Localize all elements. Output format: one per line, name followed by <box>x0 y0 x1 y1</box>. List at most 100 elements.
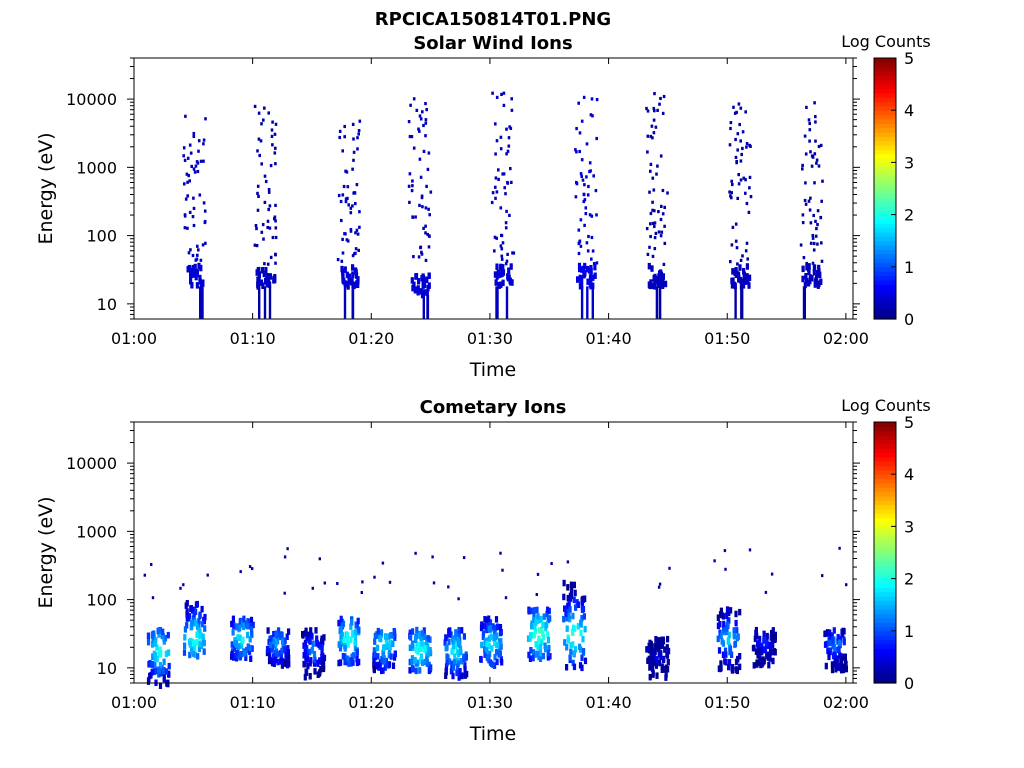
data-cell <box>411 215 415 219</box>
data-cell <box>412 281 416 289</box>
data-cell <box>566 602 570 610</box>
data-cell <box>342 636 346 643</box>
data-cell <box>191 650 195 657</box>
data-cell <box>186 194 189 198</box>
data-cell <box>319 658 323 665</box>
data-cell <box>347 660 351 667</box>
data-cell <box>660 230 664 234</box>
data-cell <box>768 655 772 662</box>
data-cell <box>351 286 354 319</box>
data-cell <box>196 253 199 257</box>
colorbar-segment <box>874 461 896 467</box>
data-cell <box>741 146 744 151</box>
data-cell <box>271 235 275 240</box>
data-cell <box>656 108 659 112</box>
data-cell <box>356 147 359 151</box>
data-cell <box>535 606 539 614</box>
data-cell <box>274 219 277 223</box>
data-cell <box>354 272 359 279</box>
data-cell <box>808 274 812 281</box>
colorbar-segment <box>874 548 896 554</box>
data-cell <box>500 233 504 238</box>
data-cell <box>580 119 584 123</box>
data-cell <box>389 653 393 660</box>
data-cell <box>505 259 509 263</box>
data-cell <box>265 281 269 288</box>
data-cell <box>389 632 393 639</box>
data-cell <box>534 619 538 627</box>
data-cell <box>185 172 189 176</box>
data-cell <box>409 103 412 107</box>
data-cell <box>566 560 570 564</box>
data-cell <box>748 274 752 282</box>
data-cell <box>581 635 585 643</box>
data-cell <box>499 551 502 555</box>
colorbar-segment <box>874 426 896 432</box>
data-cell <box>355 655 359 663</box>
data-cell <box>583 262 587 270</box>
data-cell <box>273 132 277 136</box>
data-cell <box>828 629 832 636</box>
data-cell <box>802 256 806 260</box>
data-cell <box>816 242 819 246</box>
data-cell <box>813 279 818 286</box>
data-cell <box>738 264 742 271</box>
colorbar-segment <box>874 136 896 142</box>
colorbar-segment <box>874 582 896 588</box>
x-tick-label: 01:40 <box>586 329 632 348</box>
data-cell <box>666 635 670 643</box>
data-cell <box>201 633 205 640</box>
data-cell <box>756 641 760 648</box>
data-cell <box>591 274 595 281</box>
data-cell <box>532 631 537 639</box>
data-cell <box>448 630 452 638</box>
data-cell <box>814 219 817 223</box>
data-cell <box>261 282 265 289</box>
data-cell <box>661 188 665 193</box>
data-cell <box>770 629 774 637</box>
data-cell <box>419 645 423 652</box>
colorbar-segment <box>874 613 896 619</box>
data-cell <box>354 251 357 255</box>
data-cell <box>159 650 163 658</box>
data-cell <box>411 179 414 183</box>
data-cell <box>204 117 207 121</box>
data-cell <box>838 639 842 647</box>
data-cell <box>647 262 651 270</box>
data-cell <box>353 645 357 652</box>
data-cell <box>341 193 345 197</box>
data-cell <box>382 644 386 652</box>
data-cell <box>343 266 347 273</box>
data-cell <box>193 170 197 174</box>
data-cell <box>450 660 454 667</box>
data-cell <box>204 241 207 245</box>
data-cell <box>730 196 733 200</box>
data-cell <box>201 286 204 319</box>
colorbar-segment <box>874 561 896 567</box>
data-cell <box>580 664 584 672</box>
data-cell <box>150 641 155 648</box>
data-cell <box>349 228 353 232</box>
burst <box>821 546 848 674</box>
data-cell <box>485 646 489 653</box>
data-cell <box>310 632 314 640</box>
data-cell <box>531 607 535 614</box>
data-cell <box>594 189 598 193</box>
data-cell <box>736 132 740 136</box>
colorbar-segment <box>874 648 896 654</box>
data-cell <box>429 190 433 194</box>
data-cell <box>734 155 738 159</box>
data-cell <box>817 144 821 149</box>
data-cell <box>257 271 261 278</box>
data-cell <box>819 216 823 220</box>
data-cell <box>807 268 811 275</box>
data-cell <box>664 674 668 681</box>
data-cell <box>408 667 412 674</box>
data-cell <box>309 627 313 634</box>
data-cell <box>147 661 151 668</box>
data-cell <box>509 167 512 171</box>
data-cell <box>509 126 513 130</box>
data-cell <box>584 212 588 216</box>
data-cell <box>279 658 283 665</box>
data-cell <box>667 647 671 655</box>
